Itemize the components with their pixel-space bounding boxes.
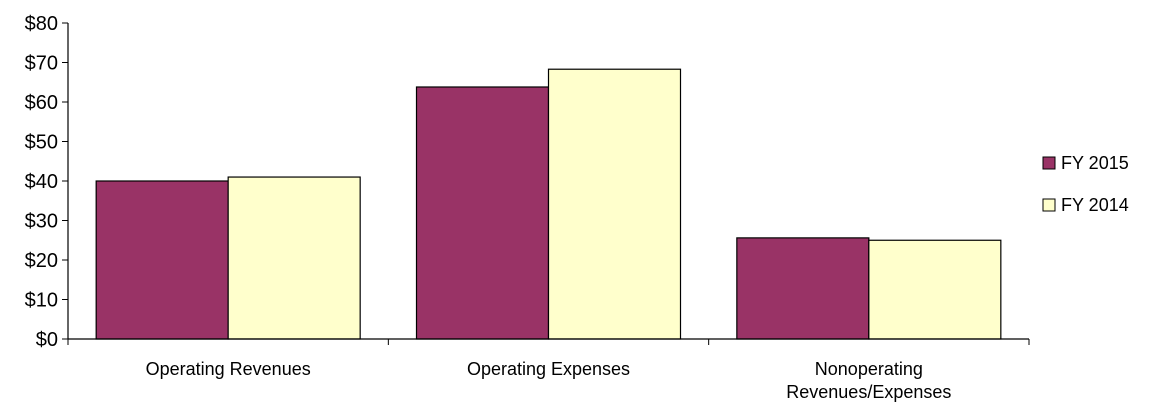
y-tick-label: $70	[25, 53, 58, 75]
bar-fy-2014-0	[227, 176, 361, 340]
legend-swatch	[1042, 156, 1056, 170]
y-tick-label: $30	[25, 211, 58, 233]
bar-fy-2014-1	[547, 68, 682, 340]
legend: FY 2015 FY 2014	[1042, 153, 1129, 215]
x-category-label: Operating Revenues	[146, 359, 311, 379]
y-tick-label: $50	[25, 132, 58, 154]
x-category-label: Operating Expenses	[467, 359, 630, 379]
bars	[95, 68, 1002, 340]
bar-fy-2015-2	[736, 237, 870, 340]
x-axis-labels: Operating Revenues Operating Expenses Nono…	[146, 359, 952, 402]
y-axis-ticks: $0 $10 $20 $30 $40 $50 $60 $70 $80	[25, 13, 68, 351]
y-tick-label: $20	[25, 250, 58, 272]
x-category-label: Nonoperating	[815, 359, 923, 379]
legend-swatch	[1042, 198, 1056, 212]
bar-fy-2015-1	[415, 86, 550, 340]
y-tick-label: $80	[25, 13, 58, 35]
bar-fy-2015-0	[95, 180, 229, 340]
y-tick-label: $40	[25, 171, 58, 193]
axes	[67, 23, 1030, 345]
legend-label: FY 2014	[1061, 195, 1129, 215]
y-tick-label: $0	[36, 329, 58, 351]
x-category-label: Revenues/Expenses	[786, 382, 951, 402]
y-tick-label: $10	[25, 290, 58, 312]
bar-fy-2014-2	[868, 239, 1002, 340]
y-tick-label: $60	[25, 92, 58, 114]
legend-label: FY 2015	[1061, 153, 1129, 173]
